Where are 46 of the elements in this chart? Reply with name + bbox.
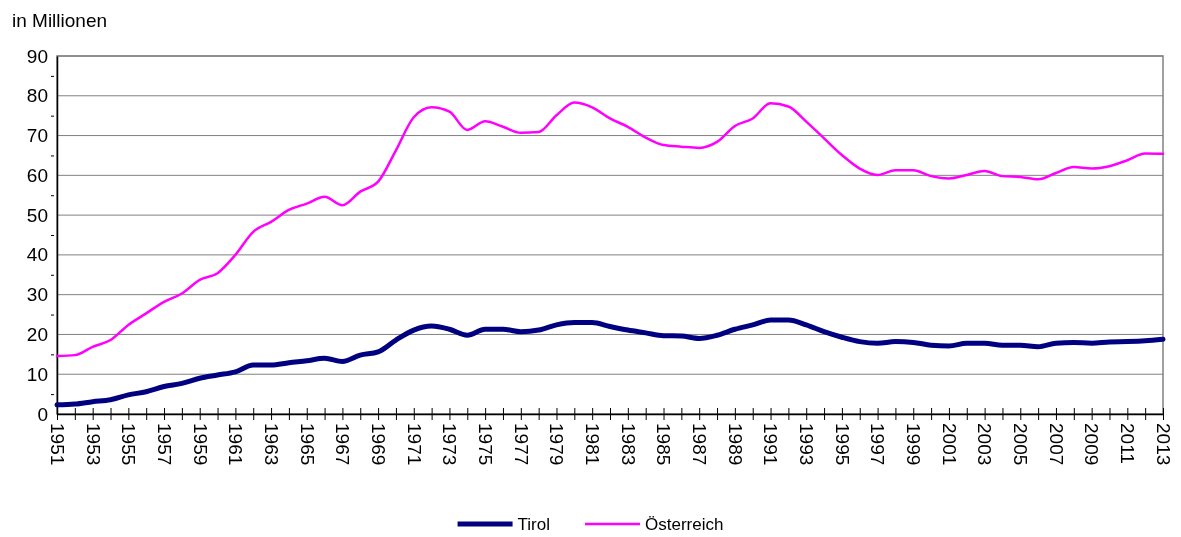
x-tick-label: 2007 [1045,423,1067,466]
x-tick-label: 1979 [546,423,568,466]
x-tick-label: 1999 [903,423,925,466]
y-tick-label: 50 [26,204,48,226]
y-tick-label: 90 [26,45,48,67]
line-series [55,101,1165,358]
x-tick-label: 1953 [82,423,104,466]
y-tick-label: 0 [37,403,48,425]
y-tick-label: 70 [26,125,48,147]
x-tick-label: 2013 [1152,423,1174,466]
x-tick-label: 1987 [689,423,711,466]
x-tick-label: 1965 [296,423,318,466]
x-tick-label: 2009 [1081,423,1103,466]
x-tick-label: 1989 [724,423,746,466]
x-tick-label: 1955 [118,423,140,466]
x-tick-label: 1981 [582,423,604,466]
y-tick-label: 30 [26,284,48,306]
y-tick-label: 60 [26,164,48,186]
x-tick-label: 1959 [189,423,211,466]
x-tick-label: 1985 [653,423,675,466]
legend-label: Österreich [645,515,724,534]
y-tick-label: 10 [26,363,48,385]
legend-label: Tirol [517,515,551,534]
y-axis-title: in Millionen [12,10,108,31]
x-tick-label: 2001 [938,423,960,466]
x-tick-label: 1995 [831,423,853,466]
x-tick-label: 1975 [474,423,496,466]
x-tick-label: 1961 [225,423,247,466]
x-tick-label: 2005 [1010,423,1032,466]
y-tick-label: 40 [26,244,48,266]
x-tick-label: 1977 [510,423,532,466]
x-tick-label: 1993 [796,423,818,466]
x-tick-label: 1991 [760,423,782,466]
x-tick-label: 1971 [403,423,425,466]
x-tick-label: 1951 [46,423,68,466]
x-tick-label: 2003 [974,423,996,466]
x-tick-label: 1973 [439,423,461,466]
x-tick-label: 1983 [617,423,639,466]
x-tick-label: 2011 [1117,423,1139,464]
x-tick-label: 1969 [367,423,389,466]
x-tick-label: 1957 [153,423,175,466]
x-tick-label: 1963 [260,423,282,466]
y-tick-label: 20 [26,324,48,346]
y-tick-label: 80 [26,85,48,107]
x-tick-label: 1997 [867,423,889,466]
x-tick-label: 1967 [332,423,354,466]
